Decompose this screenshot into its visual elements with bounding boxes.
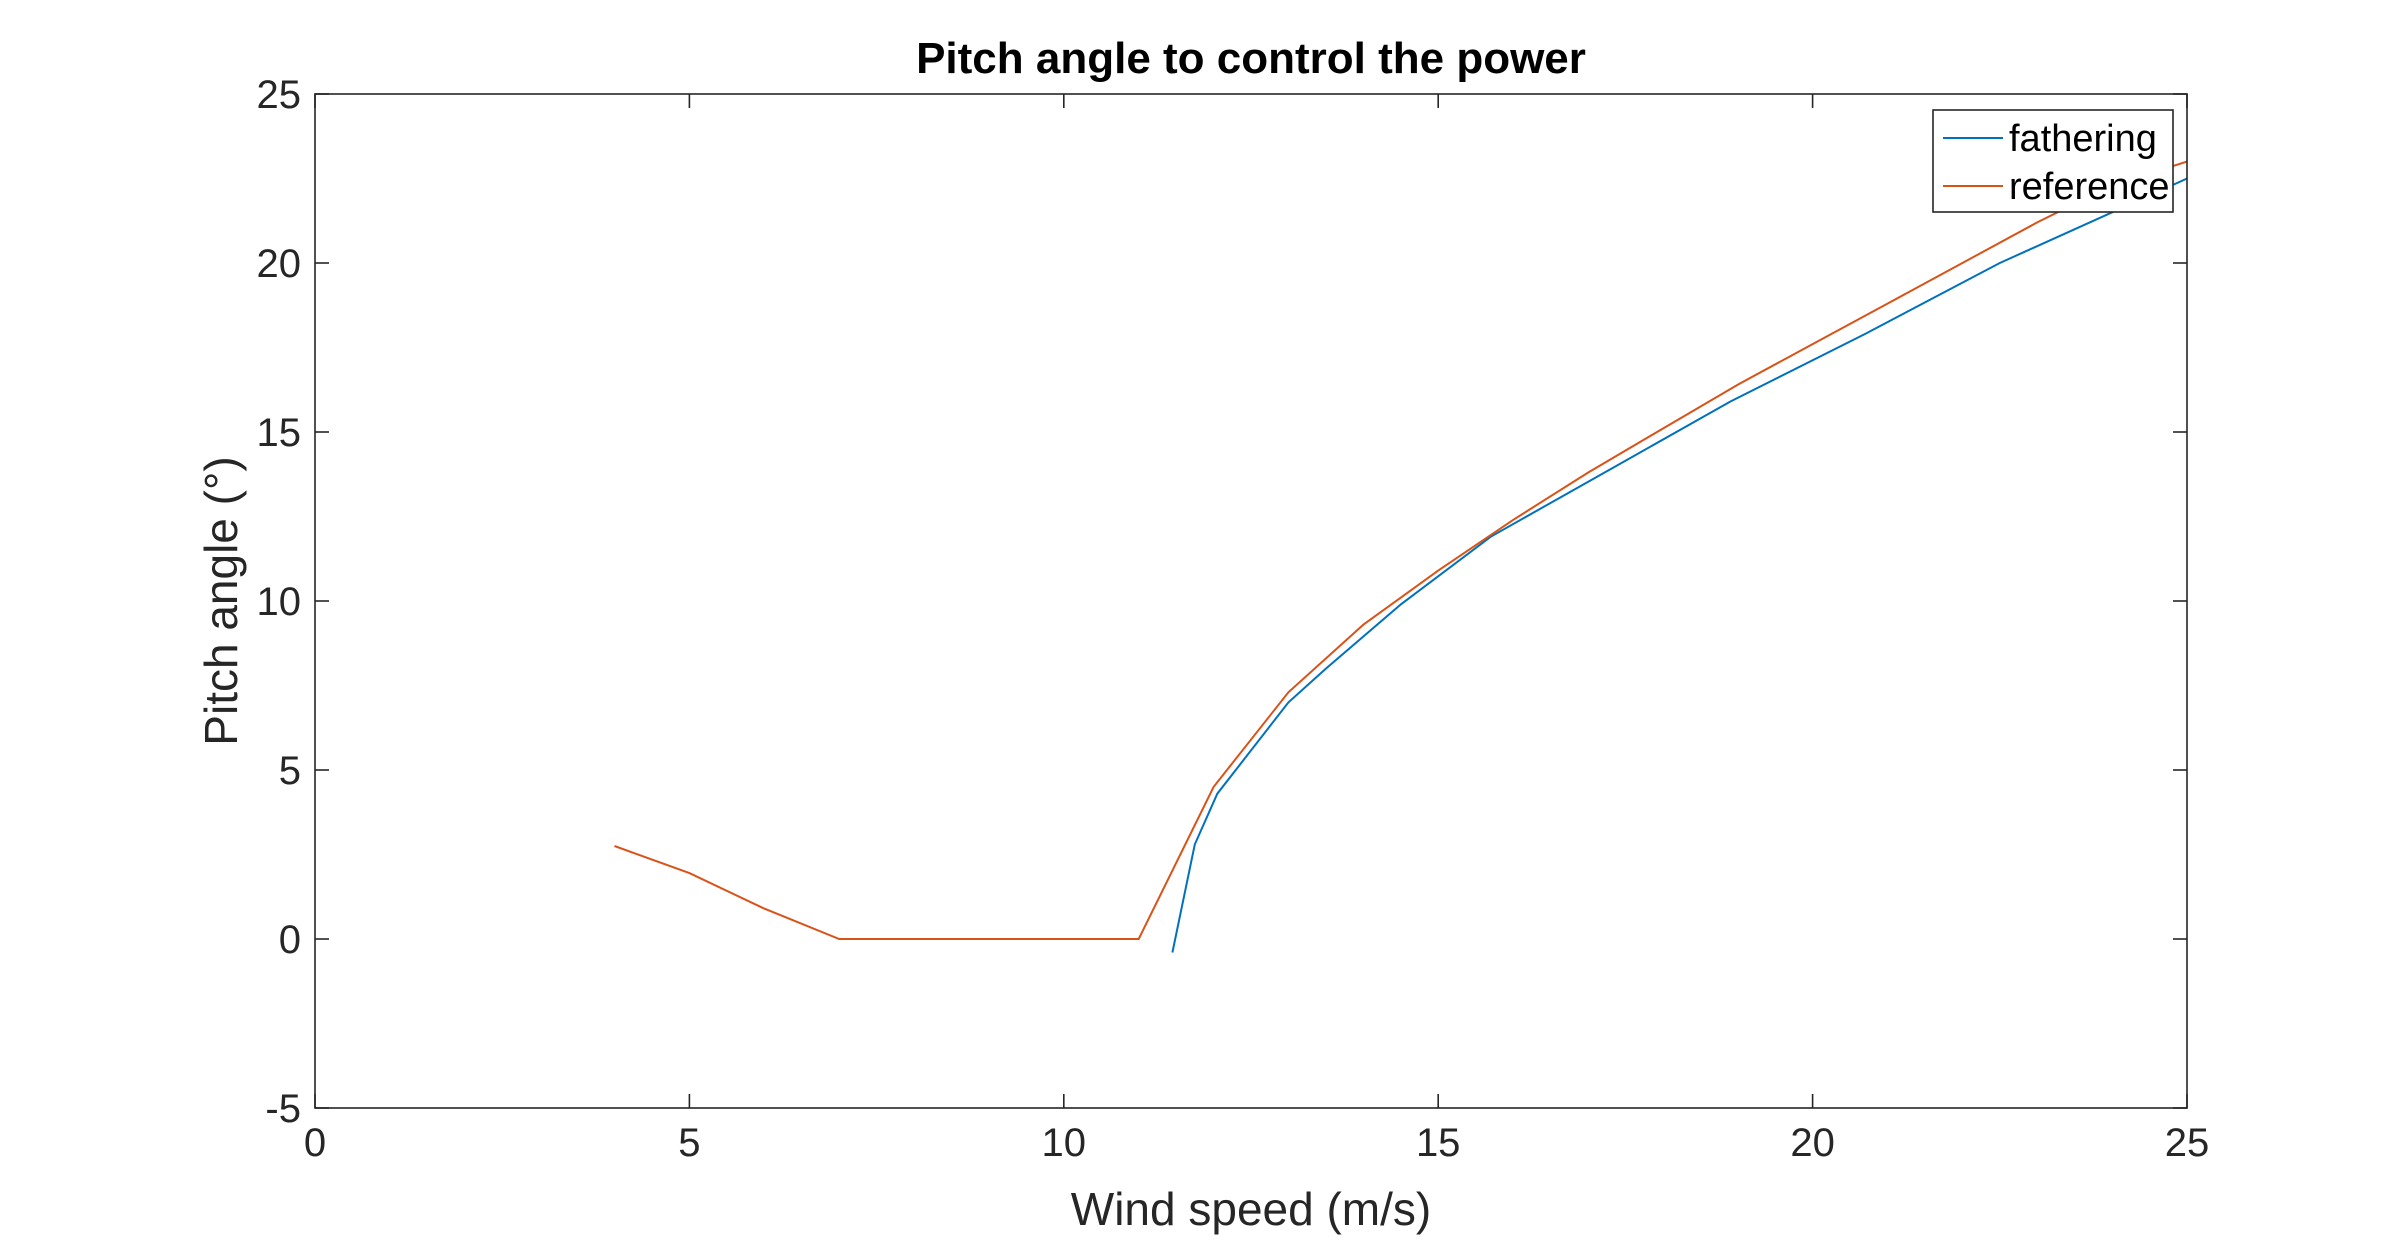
- series-layer: [614, 160, 2187, 953]
- series-line-reference: [614, 160, 2187, 940]
- x-tick-label: 10: [1042, 1121, 1087, 1165]
- legend-box: [1932, 109, 2174, 213]
- y-tick-label: 15: [257, 411, 302, 455]
- y-tick-label: 25: [257, 73, 302, 117]
- x-tick-label: 20: [1790, 1121, 1835, 1165]
- legend: fathering reference: [1932, 109, 2174, 213]
- legend-label-fathering: fathering: [2009, 118, 2157, 160]
- y-tick-label: 20: [257, 242, 302, 286]
- x-axis-label: Wind speed (m/s): [1071, 1183, 1431, 1235]
- x-tick-label: 0: [304, 1121, 326, 1165]
- plot-area: [315, 94, 2187, 1108]
- y-tick-label: 5: [279, 749, 301, 793]
- chart-title: Pitch angle to control the power: [916, 34, 1586, 83]
- legend-label-reference: reference: [2009, 166, 2170, 208]
- x-tick-label: 5: [678, 1121, 700, 1165]
- y-axis-label: Pitch angle (°): [195, 456, 247, 745]
- x-tick-label: 15: [1416, 1121, 1461, 1165]
- series-line-fathering: [1171, 177, 2187, 953]
- y-tick-label: 10: [257, 580, 302, 624]
- x-tick-label: 25: [2165, 1121, 2210, 1165]
- y-tick-label: -5: [265, 1087, 301, 1131]
- y-tick-label: 0: [279, 918, 301, 962]
